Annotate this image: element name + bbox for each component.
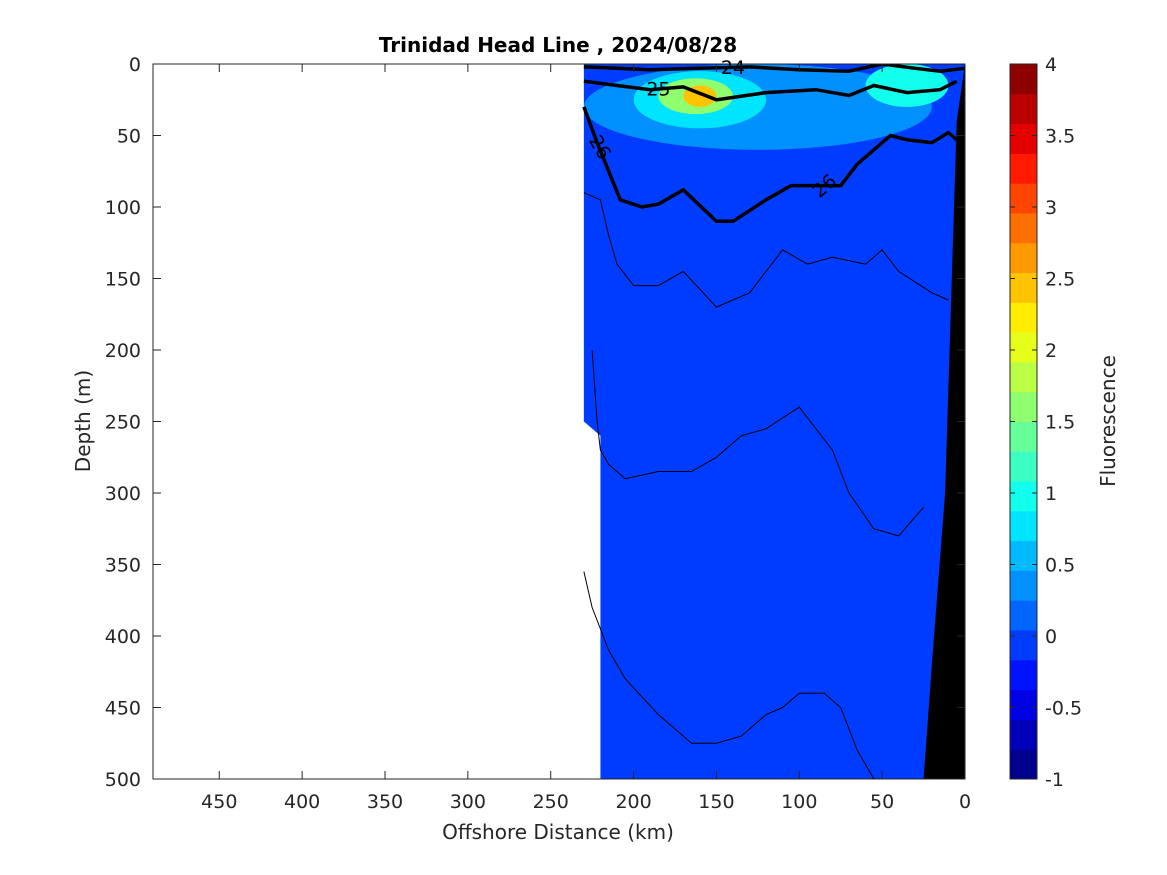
y-axis-label: Depth (m) [71, 370, 95, 472]
y-tick-label: 450 [105, 698, 141, 720]
colorbar-swatch [1010, 659, 1037, 691]
chart-title: Trinidad Head Line , 2024/08/28 [379, 33, 737, 57]
x-axis: 450 400 350 300 250 200 150 100 50 0 [201, 64, 971, 813]
colorbar-swatch [1010, 689, 1037, 720]
colorbar-swatch [1010, 391, 1037, 422]
x-tick-label: 400 [284, 791, 320, 813]
colorbar-tick-label: 0 [1045, 626, 1057, 648]
colorbar-swatch [1010, 510, 1037, 542]
y-axis: 0 50 100 150 200 250 300 350 400 450 500 [105, 54, 965, 791]
colorbar-swatch [1010, 212, 1037, 244]
y-tick-label: 250 [105, 412, 141, 434]
x-axis-label: Offshore Distance (km) [442, 820, 674, 844]
y-tick-label: 0 [129, 54, 141, 76]
colorbar-tick-label: -1 [1045, 769, 1064, 791]
x-tick-label: 350 [367, 791, 403, 813]
thin-density-contour [591, 349, 924, 537]
y-tick-label: 300 [105, 483, 141, 505]
x-tick-label: 300 [450, 791, 486, 813]
colorbar-swatch [1010, 749, 1037, 780]
x-tick-label: 150 [698, 791, 734, 813]
density-contour-26 [582, 106, 965, 224]
colorbar-swatch [1010, 451, 1037, 482]
x-tick-label: 50 [870, 791, 894, 813]
y-tick-label: 200 [105, 340, 141, 362]
colorbar-swatch [1010, 153, 1037, 184]
colorbar-swatch [1010, 123, 1037, 154]
plot-area [582, 64, 965, 779]
fluorescence-patch [865, 64, 949, 107]
x-tick-label: 0 [959, 791, 971, 813]
colorbar-swatch [1010, 272, 1037, 303]
colorbar-swatch [1010, 719, 1037, 750]
colorbar: 4 3.5 3 2.5 2 1.5 1 0.5 0 -0.5 -1 [1009, 54, 1082, 791]
bathymetry-seafloor [923, 64, 965, 779]
contour-label: 24 [721, 57, 745, 79]
colorbar-swatch [1010, 540, 1037, 571]
y-tick-label: 50 [117, 126, 141, 148]
y-tick-label: 400 [105, 626, 141, 648]
colorbar-label: Fluorescence [1096, 355, 1120, 487]
colorbar-tick-label: 2 [1045, 340, 1057, 362]
colorbar-tick-label: 3.5 [1045, 126, 1075, 148]
density-contour-25 [583, 79, 958, 102]
colorbar-swatch [1010, 242, 1037, 274]
colorbar-tick-label: 0.5 [1045, 555, 1075, 577]
colorbar-tick-label: -0.5 [1045, 698, 1082, 720]
x-tick-label: 250 [533, 791, 569, 813]
y-tick-label: 150 [105, 269, 141, 291]
colorbar-tick-label: 1 [1045, 483, 1057, 505]
colorbar-swatch [1010, 64, 1037, 95]
y-tick-label: 350 [105, 555, 141, 577]
thin-density-contour [583, 571, 875, 779]
colorbar-swatch [1010, 481, 1037, 512]
colorbar-swatch [1010, 421, 1037, 452]
colorbar-swatch [1010, 600, 1037, 631]
data-region-fill [583, 64, 965, 779]
x-tick-label: 100 [781, 791, 817, 813]
colorbar-tick-label: 2.5 [1045, 269, 1075, 291]
colorbar-swatch [1010, 302, 1037, 333]
colorbar-swatch [1010, 93, 1037, 125]
colorbar-tick-label: 4 [1045, 54, 1057, 76]
colorbar-swatch [1010, 332, 1037, 363]
colorbar-swatch [1010, 183, 1037, 214]
thin-density-contour [583, 192, 949, 308]
x-tick-label: 200 [615, 791, 651, 813]
colorbar-swatch [1010, 630, 1037, 661]
x-tick-label: 450 [201, 791, 237, 813]
colorbar-tick-label: 3 [1045, 197, 1057, 219]
contour-label: 25 [646, 78, 670, 100]
colorbar-tick-label: 1.5 [1045, 412, 1075, 434]
y-tick-label: 500 [105, 769, 141, 791]
colorbar-swatch [1010, 570, 1037, 601]
y-tick-label: 100 [105, 197, 141, 219]
colorbar-swatch [1010, 361, 1037, 393]
